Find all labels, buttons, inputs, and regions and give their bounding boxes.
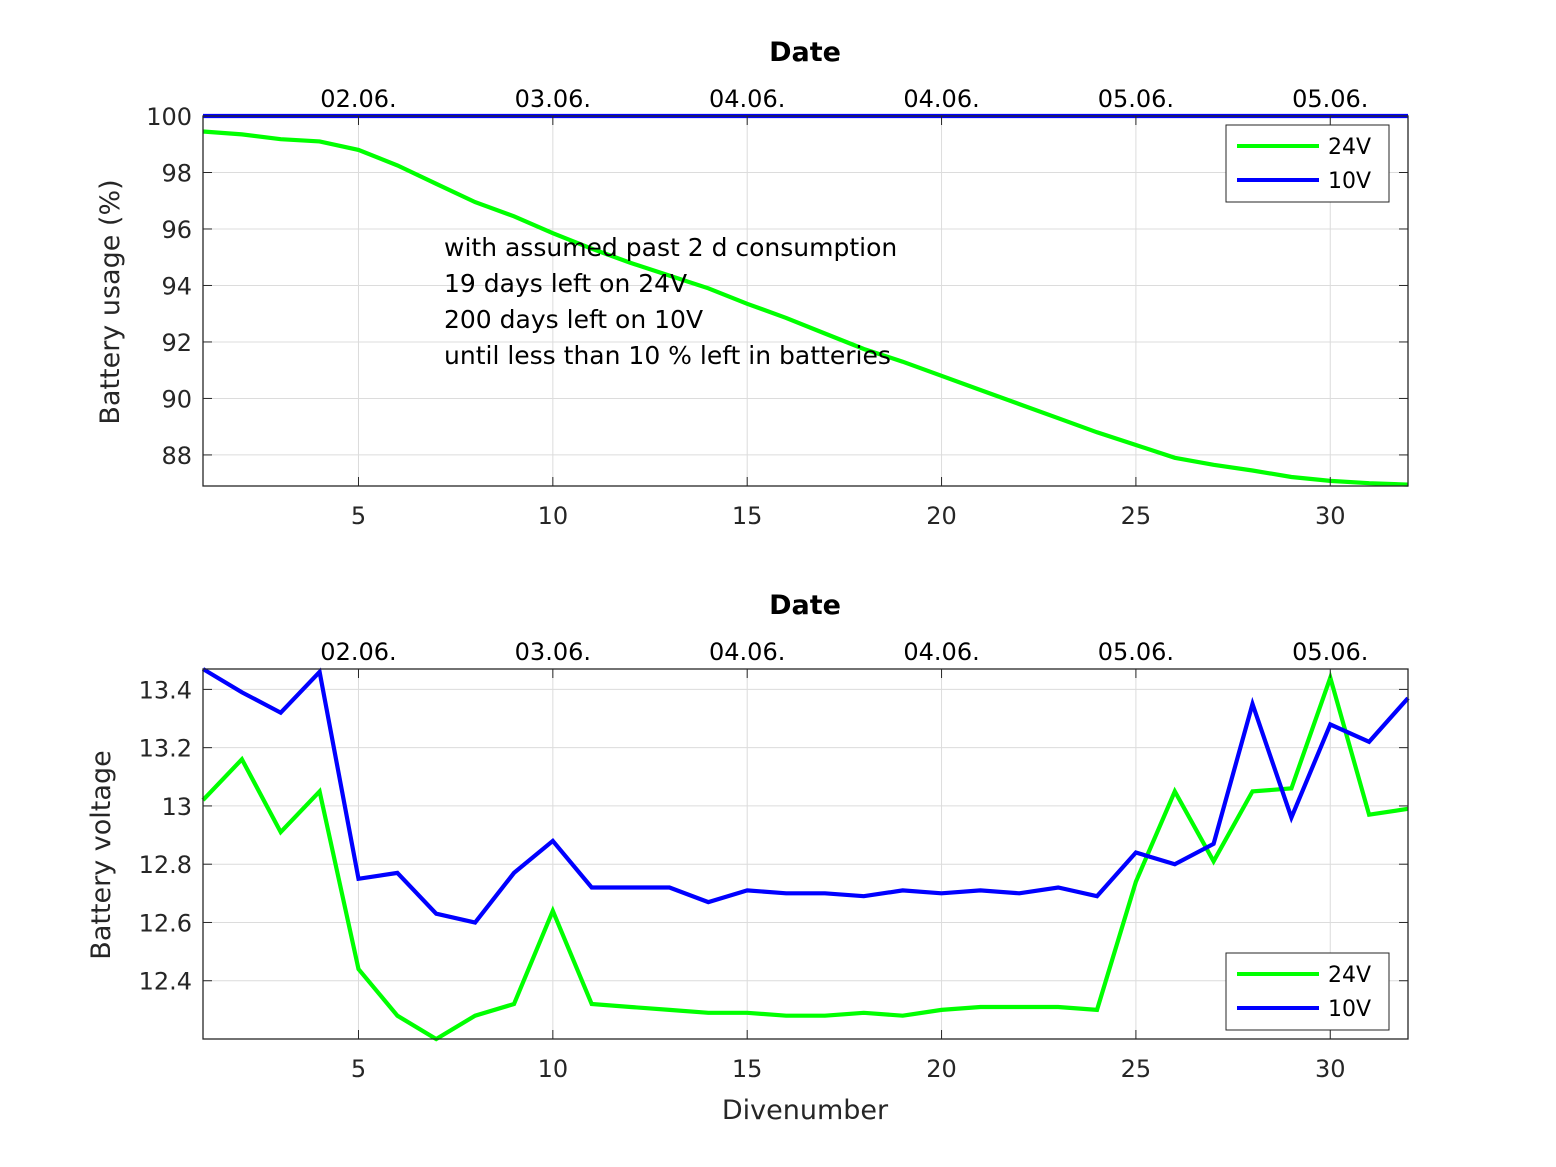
usage-x-tick-label: 10	[538, 502, 569, 530]
usage-axes-frame	[202, 115, 1409, 487]
usage-annotation: with assumed past 2 d consumption 19 day…	[444, 233, 897, 370]
usage-y-tick-label: 96	[161, 216, 192, 244]
voltage-x-tick-label: 25	[1121, 1055, 1152, 1083]
usage-y-tick-label: 100	[146, 103, 192, 131]
usage-date-tick-label: 04.06.	[903, 85, 979, 113]
voltage-date-tick-label: 02.06.	[320, 638, 396, 666]
voltage-series-layer	[201, 667, 1410, 1042]
voltage-legend: 24V 10V	[1225, 952, 1390, 1031]
usage-legend: 24V 10V	[1225, 124, 1390, 203]
voltage-y-tick-label: 12.6	[139, 909, 192, 937]
usage-y-tick-label: 92	[161, 329, 192, 357]
voltage-x-tick-label: 30	[1315, 1055, 1346, 1083]
voltage-series-10v-line	[201, 667, 1410, 925]
usage-title: Date	[769, 37, 841, 68]
voltage-series-24v-line	[201, 670, 1409, 1042]
voltage-y-tick-label: 13.4	[139, 676, 192, 704]
usage-chart: 5 10 15 20 25 30 02.06. 03.06. 04.06. 04.06. 05.06…	[95, 37, 1409, 530]
voltage-axes-frame	[202, 668, 1409, 1040]
voltage-x-axis-title: Divenumber	[722, 1095, 889, 1126]
voltage-date-tick-label: 03.06.	[515, 638, 591, 666]
voltage-x-tick-label: 20	[926, 1055, 957, 1083]
voltage-chart: 5 10 15 20 25 30 02.06. 03.06. 04.06. 04.06. 05.06…	[86, 590, 1410, 1126]
usage-ticks: 5 10 15 20 25 30 02.06. 03.06. 04.06. 04.06. 05.06…	[146, 85, 1408, 530]
usage-date-tick-label: 05.06.	[1292, 85, 1368, 113]
usage-x-tick-label: 5	[351, 502, 366, 530]
usage-y-tick-label: 88	[161, 442, 192, 470]
voltage-y-axis-title: Battery voltage	[86, 750, 117, 959]
usage-legend-box	[1225, 124, 1390, 203]
usage-series-24v-line	[202, 129, 1409, 487]
usage-y-tick-label: 90	[161, 385, 192, 413]
voltage-x-tick-label: 5	[351, 1055, 366, 1083]
voltage-date-tick-label: 05.06.	[1098, 638, 1174, 666]
voltage-legend-label-24v: 24V	[1328, 963, 1371, 988]
usage-y-tick-label: 94	[161, 272, 192, 300]
annotation-line-3: 200 days left on 10V	[444, 305, 703, 334]
voltage-grid	[203, 669, 1408, 1039]
voltage-y-tick-label: 13.2	[139, 735, 192, 763]
voltage-y-tick-label: 13	[161, 793, 192, 821]
voltage-legend-box	[1225, 952, 1390, 1031]
usage-legend-label-24v: 24V	[1328, 135, 1371, 160]
voltage-date-tick-label: 04.06.	[709, 638, 785, 666]
usage-x-tick-label: 30	[1315, 502, 1346, 530]
usage-x-tick-label: 15	[732, 502, 763, 530]
voltage-date-tick-label: 04.06.	[903, 638, 979, 666]
usage-date-tick-label: 05.06.	[1098, 85, 1174, 113]
usage-x-tick-label: 20	[926, 502, 957, 530]
voltage-x-tick-label: 10	[538, 1055, 569, 1083]
voltage-legend-label-10v: 10V	[1328, 997, 1371, 1022]
usage-y-axis-title: Battery usage (%)	[95, 179, 126, 424]
annotation-line-4: until less than 10 % left in batteries	[444, 341, 891, 370]
voltage-x-tick-label: 15	[732, 1055, 763, 1083]
annotation-line-2: 19 days left on 24V	[444, 269, 687, 298]
usage-grid	[203, 115, 1408, 486]
usage-date-tick-label: 04.06.	[709, 85, 785, 113]
voltage-y-tick-label: 12.4	[139, 968, 192, 996]
usage-date-tick-label: 02.06.	[320, 85, 396, 113]
usage-legend-label-10v: 10V	[1328, 169, 1371, 194]
annotation-line-1: with assumed past 2 d consumption	[444, 233, 897, 262]
usage-y-tick-label: 98	[161, 159, 192, 187]
voltage-date-tick-label: 05.06.	[1292, 638, 1368, 666]
voltage-ticks: 5 10 15 20 25 30 02.06. 03.06. 04.06. 04.06. 05.06…	[139, 638, 1408, 1083]
voltage-title: Date	[769, 590, 841, 621]
usage-date-tick-label: 03.06.	[515, 85, 591, 113]
voltage-y-tick-label: 12.8	[139, 851, 192, 879]
usage-x-tick-label: 25	[1121, 502, 1152, 530]
